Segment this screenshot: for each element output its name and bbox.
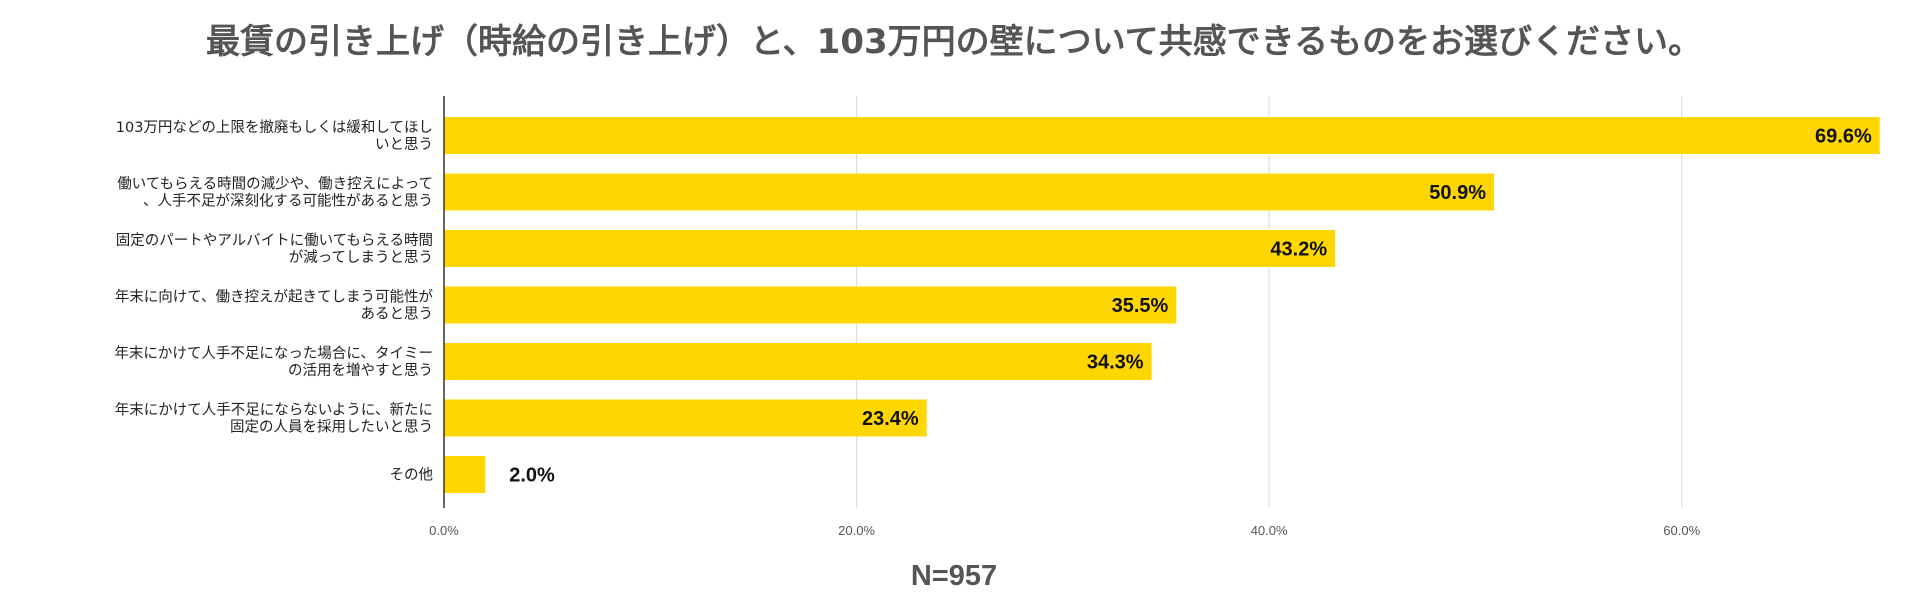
- category-label-line: あると思う: [361, 306, 434, 323]
- bar-value-label: 50.9%: [1429, 182, 1486, 204]
- bar-value-label: 35.5%: [1112, 295, 1169, 317]
- bar-value-label: 43.2%: [1270, 239, 1327, 261]
- x-tick-label: 0.0%: [429, 523, 459, 538]
- chart-title: 最賃の引き上げ（時給の引き上げ）と、103万円の壁について共感できるものをお選び…: [206, 22, 1702, 62]
- category-label-line: いと思う: [375, 137, 433, 153]
- bar: [444, 456, 486, 493]
- category-label: 働いてもらえる時間の減少や、働き控えによって、人手不足が深刻化する可能性があると…: [117, 176, 433, 210]
- category-label-line: 働いてもらえる時間の減少や、働き控えによって: [117, 176, 433, 193]
- category-label-line: 年末に向けて、働き控えが起きてしまう可能性が: [115, 289, 434, 306]
- category-label: 103万円などの上限を撤廃もしくは緩和してほしいと思う: [116, 118, 433, 153]
- x-tick-label: 20.0%: [838, 523, 875, 538]
- category-label: 年末に向けて、働き控えが起きてしまう可能性があると思う: [115, 289, 434, 323]
- category-label-line: 年末にかけて人手不足にならないように、新たに: [115, 402, 433, 419]
- category-label-line: 固定のパートやアルバイトに働いてもらえる時間: [116, 232, 433, 249]
- bar: [444, 343, 1152, 380]
- category-label-line: 年末にかけて人手不足になった場合に、タイミー: [114, 345, 433, 362]
- x-tick-label: 60.0%: [1663, 523, 1700, 538]
- category-label-line: その他: [390, 467, 434, 484]
- category-label-line: が減ってしまうと思う: [289, 249, 433, 266]
- category-label: 年末にかけて人手不足にならないように、新たに固定の人員を採用したいと思う: [115, 402, 433, 436]
- category-label: その他: [390, 467, 434, 484]
- category-label-line: 103万円などの上限を撤廃もしくは緩和してほし: [116, 118, 433, 136]
- bar: [444, 230, 1336, 267]
- bar: [444, 286, 1177, 324]
- bar: [444, 399, 927, 437]
- category-label: 年末にかけて人手不足になった場合に、タイミーの活用を増やすと思う: [114, 345, 433, 379]
- bar: [444, 117, 1880, 154]
- category-label-line: 、人手不足が深刻化する可能性があると思う: [143, 193, 433, 210]
- category-label-line: の活用を増やすと思う: [288, 362, 433, 379]
- sample-size-note: N=957: [910, 560, 998, 592]
- x-tick-label: 40.0%: [1251, 523, 1288, 538]
- category-label-line: 固定の人員を採用したいと思う: [230, 419, 433, 436]
- category-label: 固定のパートやアルバイトに働いてもらえる時間が減ってしまうと思う: [116, 232, 433, 266]
- bar-value-label: 2.0%: [509, 465, 555, 487]
- bar-value-label: 23.4%: [862, 408, 919, 430]
- bar-value-label: 69.6%: [1815, 126, 1872, 148]
- bar: [444, 173, 1494, 211]
- bar-value-label: 34.3%: [1087, 352, 1144, 374]
